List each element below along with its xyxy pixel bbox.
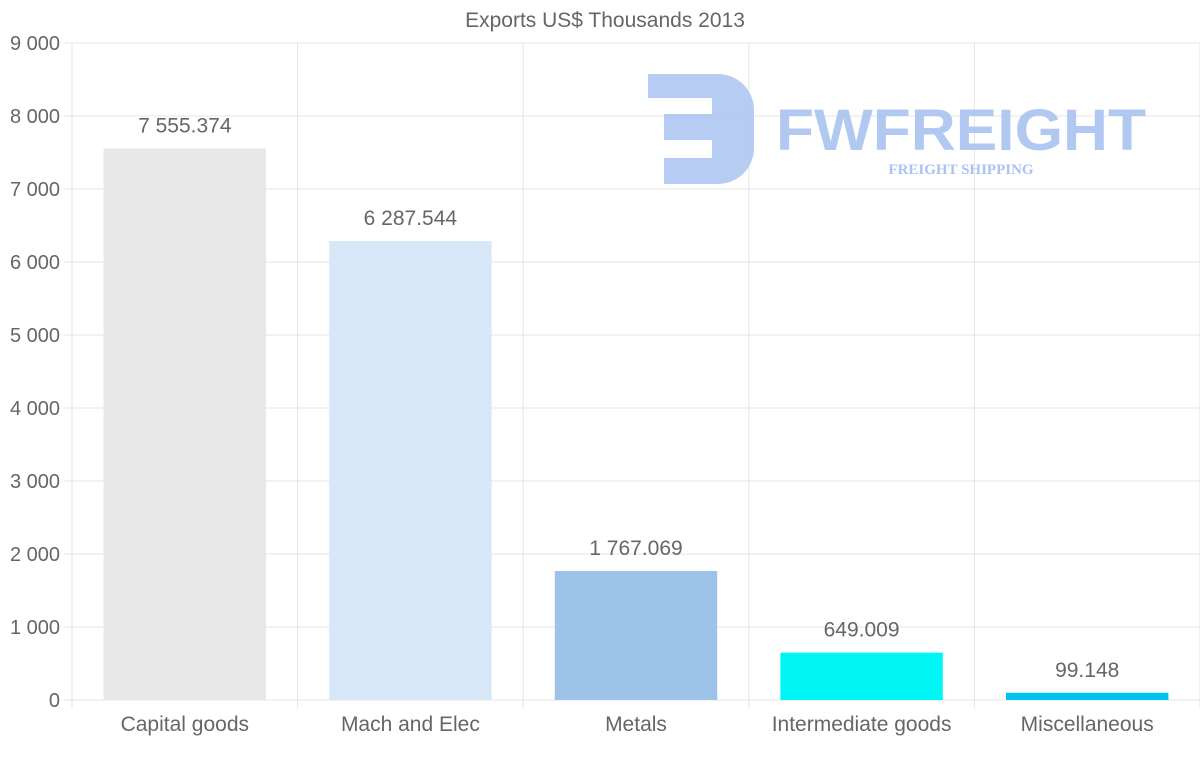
bar-intermediate-goods [780,652,943,700]
y-tick-label: 7 000 [10,179,60,201]
data-label: 1 767.069 [589,537,682,560]
y-tick-label: 2 000 [10,544,60,566]
y-axis: 0 1 000 2 000 3 000 4 000 5 000 6 000 7 000 8 00… [10,33,60,712]
watermark-tagline: FREIGHT SHIPPING [888,162,1033,178]
x-tick-label: Metals [605,713,667,736]
y-tick-label: 9 000 [10,33,60,55]
y-tick-label: 3 000 [10,471,60,493]
y-tick-label: 5 000 [10,325,60,347]
bar-miscellaneous [1005,692,1169,700]
watermark: FWFREIGHT FREIGHT SHIPPING [648,74,1146,184]
fwfreight-logo-icon [648,74,754,184]
x-tick-label: Intermediate goods [772,713,952,736]
bar-capital-goods [103,148,267,700]
data-label: 6 287.544 [364,207,458,230]
bar-mach-and-elec [329,241,492,701]
bar-metals [554,571,718,700]
x-tick-label: Miscellaneous [1021,713,1154,736]
data-labels: 7 555.374 6 287.544 1 767.069 649.009 99.148 [138,114,1119,681]
y-tick-label: 4 000 [10,398,60,420]
chart-title: Exports US$ Thousands 2013 [465,9,745,32]
x-tick-label: Capital goods [121,713,249,736]
data-label: 99.148 [1055,659,1119,682]
data-label: 649.009 [824,619,900,642]
y-tick-label: 0 [49,690,60,712]
x-tick-label: Mach and Elec [341,713,480,736]
x-axis: Capital goods Mach and Elec Metals Intermed… [121,713,1154,736]
y-tick-label: 1 000 [10,617,60,639]
y-tick-label: 6 000 [10,252,60,274]
bars [103,148,1169,701]
data-label: 7 555.374 [138,114,232,137]
watermark-brand: FWFREIGHT [776,98,1146,163]
y-tick-label: 8 000 [10,106,60,128]
